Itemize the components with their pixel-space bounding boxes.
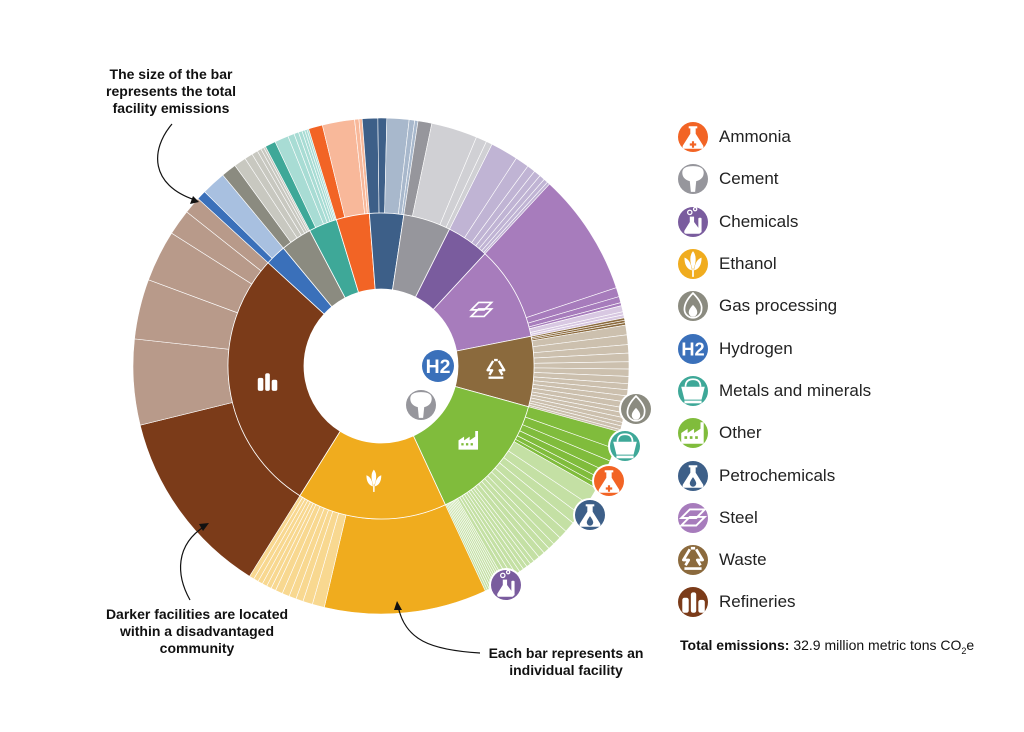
legend-item-petrochemicals: Petrochemicals: [676, 454, 871, 496]
legend-item-ethanol: Ethanol: [676, 243, 871, 285]
outside-gas-processing-icon: [619, 392, 653, 426]
legend-item-gas-processing: Gas processing: [676, 285, 871, 327]
outside-petrochemicals-icon: [573, 498, 607, 532]
legend-item-hydrogen: H2 Hydrogen: [676, 327, 871, 369]
legend-item-refineries: Refineries: [676, 581, 871, 623]
legend-label: Refineries: [719, 592, 796, 612]
arrow-bar-size-head: [190, 196, 199, 204]
annotation-arrows: [157, 123, 481, 654]
total-emissions-label: Total emissions:: [680, 637, 790, 653]
center-cement-icon: [404, 388, 438, 422]
legend-label: Ammonia: [719, 127, 791, 147]
co2-subscript: 2: [961, 645, 967, 656]
ammonia-icon: [676, 120, 710, 155]
sector-refineries: [227, 262, 341, 497]
arrow-each-bar: [397, 605, 481, 654]
legend-other-icon: [676, 416, 710, 451]
legend-item-metals-and-minerals: Metals and minerals: [676, 370, 871, 412]
chemicals-icon: [676, 204, 710, 239]
legend-item-chemicals: Chemicals: [676, 201, 871, 243]
ring-steel-icon: [469, 301, 494, 318]
legend-steel-icon: [676, 500, 710, 535]
legend-petrochemicals-icon: [676, 458, 710, 493]
refinery-icon: [676, 585, 710, 620]
legend-waste-icon: [676, 543, 710, 578]
annotation-each-bar: Each bar represents an individual facili…: [488, 645, 644, 678]
legend-h2-icon: H2: [676, 331, 710, 366]
ring-icons: H2: [257, 301, 653, 602]
sunburst-chart: H2: [132, 117, 653, 654]
outer-ring: [132, 117, 630, 615]
legend-label: Other: [719, 423, 762, 443]
legend-label: Chemicals: [719, 211, 799, 231]
legend-label: Cement: [719, 169, 779, 189]
annotation-bar-size: The size of the bar represents the total…: [106, 66, 236, 116]
h2-icon: H2: [676, 331, 710, 366]
ring-ethanol-icon: [366, 469, 382, 492]
legend-refinery-icon: [676, 585, 710, 620]
legend-label: Gas processing: [719, 296, 838, 316]
legend-cement-icon: [676, 162, 710, 197]
outside-chemicals-icon: [489, 568, 523, 602]
arrow-darker: [179, 525, 206, 601]
total-emissions-suffix: e: [966, 637, 975, 653]
ring-waste-icon: [486, 358, 506, 379]
annotation-darker-facilities: Darker facilities are located within a d…: [105, 606, 289, 656]
arrow-bar-size: [157, 123, 196, 201]
ring-other-icon: [458, 431, 479, 450]
legend-label: Waste: [719, 550, 767, 570]
legend-item-steel: Steel: [676, 497, 871, 539]
cement-icon: [676, 162, 710, 197]
legend-chemicals-icon: [676, 204, 710, 239]
legend: Ammonia Cement Chemicals Ethanol Gas process…: [676, 116, 871, 624]
center-h2-icon: H2: [420, 348, 456, 384]
legend-label: Ethanol: [719, 254, 777, 274]
legend-gas-processing-icon: [676, 289, 710, 324]
h2-icon-text: H2: [426, 356, 451, 378]
legend-label: Hydrogen: [719, 338, 793, 358]
legend-item-cement: Cement: [676, 158, 871, 200]
arrow-each-bar-head: [394, 601, 402, 610]
waste-icon: [676, 543, 710, 578]
inner-ring: [227, 212, 535, 520]
legend-label: Steel: [719, 507, 758, 527]
legend-ethanol-icon: [676, 247, 710, 282]
outside-metals-icon: [608, 429, 642, 463]
legend-metals-icon: [676, 373, 710, 408]
steel-icon: [676, 500, 710, 535]
legend-label: Petrochemicals: [719, 465, 836, 485]
arrow-darker-head: [199, 523, 209, 531]
other-icon: [676, 416, 710, 451]
metals-icon: [676, 373, 710, 408]
legend-ammonia-icon: [676, 120, 710, 155]
legend-label: Metals and minerals: [719, 380, 872, 400]
ring-refinery-icon: [257, 373, 278, 391]
petrochemicals-icon: [676, 458, 710, 493]
outside-ammonia-icon: [592, 464, 626, 498]
total-emissions-value: 32.9 million metric tons CO: [793, 637, 962, 653]
total-emissions: Total emissions: 32.9 million metric ton…: [680, 637, 974, 656]
gas-processing-icon: [676, 289, 710, 324]
legend-item-other: Other: [676, 412, 871, 454]
legend-item-waste: Waste: [676, 539, 871, 581]
legend-item-ammonia: Ammonia: [676, 116, 871, 158]
h2-icon-text: H2: [681, 339, 704, 359]
ethanol-icon: [676, 247, 710, 282]
